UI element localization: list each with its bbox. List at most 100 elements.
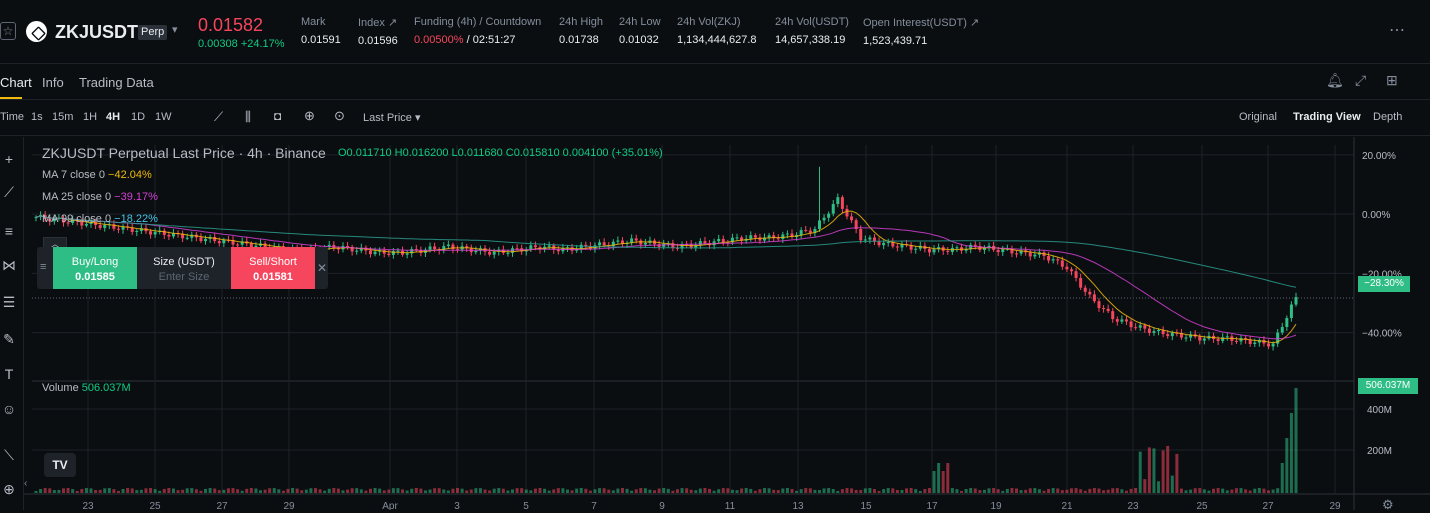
symbol-header: ☆ ZKJUSDT Perp ▾ 0.01582 0.00308 +24.17%… <box>0 0 1430 64</box>
candle-body <box>1280 326 1284 333</box>
interval-time[interactable]: Time <box>0 111 25 123</box>
candle-body <box>868 237 872 240</box>
ruler-icon[interactable]: ⟍ <box>4 447 14 463</box>
volume-bar <box>675 489 679 493</box>
zkj-token-logo <box>26 21 47 42</box>
volume-bar <box>776 490 780 493</box>
view-original[interactable]: Original <box>1239 111 1277 123</box>
size-input[interactable]: Enter Size <box>158 271 210 283</box>
volume-bar <box>249 488 253 493</box>
volume-bar <box>318 489 322 493</box>
candle-body <box>753 235 757 238</box>
price-type-select[interactable]: Last Price ▾ <box>363 112 421 124</box>
tab-trading-data[interactable]: Trading Data <box>79 75 154 90</box>
candle-body <box>355 250 359 252</box>
scroll-left-chevron-icon[interactable]: ‹ <box>24 478 28 489</box>
pattern-icon[interactable]: ⋈ <box>2 257 16 273</box>
volume-bar <box>1212 488 1216 493</box>
volume-bar <box>1037 489 1041 493</box>
volume-bar <box>116 490 120 493</box>
candle-body <box>808 230 812 233</box>
close-icon[interactable]: ✕ <box>317 261 328 275</box>
brush-icon[interactable]: ✎ <box>3 331 15 347</box>
x-tick-label: 25 <box>1196 501 1208 510</box>
candle-body <box>891 241 895 247</box>
volume-bar <box>1065 489 1069 493</box>
volume-label: Volume <box>42 382 79 394</box>
interval-1h[interactable]: 1H <box>83 111 98 123</box>
camera-icon[interactable]: ◘ <box>274 109 282 123</box>
volume-bar <box>84 488 88 493</box>
interval-4h[interactable]: 4H <box>106 111 121 123</box>
view-depth[interactable]: Depth <box>1373 111 1403 123</box>
candle-body <box>327 244 331 248</box>
interval-1w[interactable]: 1W <box>155 111 172 123</box>
volume-bar <box>281 490 285 493</box>
ma25-value: −39.17% <box>114 191 158 203</box>
tab-chart[interactable]: Chart <box>0 75 32 90</box>
candle-body <box>336 248 340 250</box>
interval-15m[interactable]: 15m <box>52 111 74 123</box>
interval-1s[interactable]: 1s <box>31 111 43 123</box>
layout-grid-icon[interactable]: ⊞ <box>1386 72 1398 88</box>
volume-bar <box>744 488 748 493</box>
symbol-name[interactable]: ZKJUSDT <box>55 22 139 42</box>
buy-long-button[interactable]: Buy/Long 0.01585 <box>53 247 137 289</box>
tab-info[interactable]: Info <box>42 75 64 90</box>
drawing-toolbar: + ⟋ ≡ ⋈ ☰ ✎ T ☺ ⟍ ⊕ <box>0 137 24 510</box>
volume-bar <box>378 488 382 493</box>
volume-bar <box>323 490 327 493</box>
trend-line-icon[interactable]: ⟋ <box>4 184 14 200</box>
favorite-star-icon[interactable]: ☆ <box>0 22 16 40</box>
interval-1d[interactable]: 1D <box>131 111 146 123</box>
volume-bar <box>547 490 551 493</box>
sell-short-button[interactable]: Sell/Short 0.01581 <box>231 247 315 289</box>
volume-bar <box>914 489 918 493</box>
volume-bar <box>272 488 276 493</box>
candle-body <box>1143 325 1147 329</box>
fib-icon[interactable]: ☰ <box>2 294 16 310</box>
volume-bar <box>886 488 890 493</box>
candle-body <box>643 242 647 245</box>
volume-bar <box>1216 488 1220 493</box>
volume-bar <box>524 489 528 493</box>
volume-bar <box>144 488 148 493</box>
chart-settings-gear-icon[interactable]: ⚙ <box>1382 497 1394 512</box>
funding-countdown: / 02:51:27 <box>463 34 516 46</box>
candle-body <box>680 243 684 249</box>
volume-bar <box>1015 488 1019 493</box>
stat-open-interest[interactable]: Open Interest(USDT) ↗ 1,523,439.71 <box>863 16 979 47</box>
settings-icon[interactable]: ⊙ <box>334 108 345 123</box>
view-trading-view[interactable]: Trading View <box>1293 111 1361 123</box>
volume-bar <box>772 489 776 493</box>
candle-body <box>1221 337 1225 342</box>
bell-icon[interactable]: 🔔︎ <box>1326 72 1344 88</box>
volume-bar <box>831 489 835 493</box>
add-indicator-icon[interactable]: ⊕ <box>304 108 315 123</box>
stat-value: 0.01032 <box>619 34 659 46</box>
volume-bar <box>556 488 560 493</box>
crosshair-icon[interactable]: + <box>4 151 14 167</box>
expand-icon[interactable]: ⤢ <box>1355 72 1367 88</box>
candle-body <box>116 228 120 230</box>
candle-body <box>350 246 354 252</box>
text-tool-icon[interactable]: T <box>4 366 14 382</box>
price-chart[interactable]: 20.00% 0.00% −20.00% −40.00% 400M 200M 23 25 27 2… <box>24 137 1430 510</box>
emoji-icon[interactable]: ☺ <box>1 401 17 417</box>
zoom-in-icon[interactable]: ⊕ <box>3 481 15 497</box>
candle-body <box>1010 248 1014 254</box>
candle-body <box>1253 342 1257 344</box>
candle-body <box>213 236 217 242</box>
candle-body <box>1047 255 1051 261</box>
indicators-icon[interactable]: ⟋ <box>214 109 224 124</box>
candle-type-icon[interactable]: ⫼ <box>245 109 251 124</box>
candle-body <box>1294 297 1298 305</box>
horizontal-lines-icon[interactable]: ≡ <box>4 223 14 239</box>
size-input-block[interactable]: Size (USDT) Enter Size <box>137 247 231 289</box>
candle-body <box>698 241 702 245</box>
candle-body <box>61 217 65 223</box>
drag-handle-icon[interactable]: ≡ <box>40 261 47 273</box>
ellipsis-icon[interactable]: ⋯ <box>1389 22 1406 39</box>
stat-index[interactable]: Index ↗ 0.01596 <box>358 16 398 47</box>
symbol-dropdown-chevron-icon[interactable]: ▾ <box>172 24 178 36</box>
